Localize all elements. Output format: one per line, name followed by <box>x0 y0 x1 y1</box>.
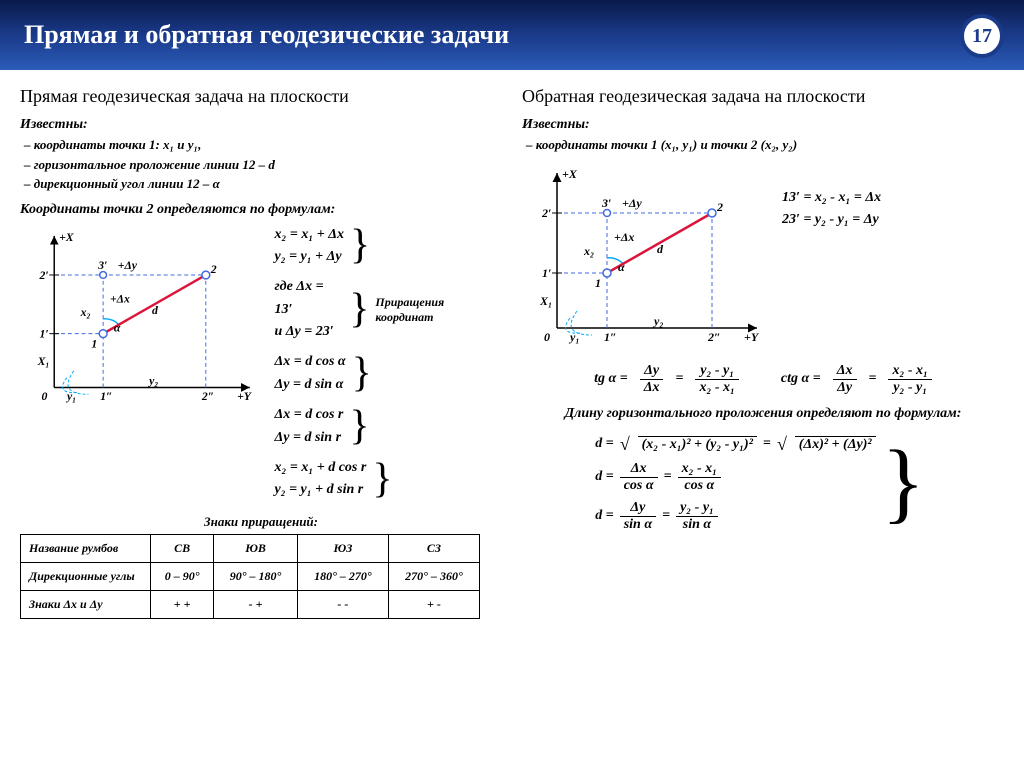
f2-note: Приращения координат <box>375 295 502 325</box>
svg-text:y₁: y₁ <box>568 330 580 344</box>
page-title: Прямая и обратная геодезические задачи <box>24 20 509 50</box>
inverse-diagram: +X +Y 0 2′ 1′ 1″ 2″ 1 2 3′ +Δy +Δx d α x… <box>522 163 772 353</box>
known-label: Известны: <box>20 117 502 133</box>
svg-text:2″: 2″ <box>201 390 214 403</box>
signs-table: Название румбов СВ ЮВ ЮЗ СЗ Дирекционные… <box>20 534 480 619</box>
svg-text:2′: 2′ <box>39 268 49 281</box>
svg-text:0: 0 <box>544 330 550 344</box>
th-c3: ЮЗ <box>297 534 388 562</box>
table-title: Знаки приращений: <box>20 514 502 530</box>
left-formulas: x₂ = x₁ + Δx y₂ = y₁ + Δy } где Δx = 13′… <box>274 224 502 510</box>
svg-text:1′: 1′ <box>40 327 49 340</box>
right-side-eq: 13′ = x₂ - x₁ = Δx 23′ = y₂ - y₁ = Δy <box>782 163 881 232</box>
svg-text:x₂: x₂ <box>80 306 91 319</box>
svg-text:X₁: X₁ <box>539 294 552 308</box>
f5a: x₂ = x₁ + d cos r <box>274 457 366 479</box>
header: Прямая и обратная геодезические задачи 1… <box>0 0 1024 70</box>
f4a: Δx = d cos r <box>274 404 343 426</box>
th-row2: Дирекционные углы <box>21 562 151 590</box>
svg-text:+Y: +Y <box>237 390 253 403</box>
f5b: y₂ = y₁ + d sin r <box>274 479 366 501</box>
svg-text:+Δx: +Δx <box>614 230 634 244</box>
svg-text:2: 2 <box>210 263 217 276</box>
svg-text:α: α <box>618 260 625 274</box>
r1c4: 270° – 360° <box>388 562 479 590</box>
svg-text:1: 1 <box>91 337 97 350</box>
svg-text:+Δy: +Δy <box>622 196 642 210</box>
svg-text:y₂: y₂ <box>652 314 664 328</box>
rf1b: 23′ = y₂ - y₁ = Δy <box>782 209 881 231</box>
direct-diagram: +X +Y 0 2′ 1′ 1″ 2″ 1 2 3′ +Δy +Δx d α x… <box>20 224 264 414</box>
svg-text:2′: 2′ <box>541 206 551 220</box>
r1c3: 180° – 270° <box>297 562 388 590</box>
svg-text:+Δy: +Δy <box>118 259 138 272</box>
r2c2: - + <box>214 590 298 618</box>
svg-text:y₁: y₁ <box>65 390 76 403</box>
d-sqrt: d = √(x₂ - x₁)² + (y₂ - y₁)² = √(Δx)² + … <box>595 434 875 455</box>
r2c4: + - <box>388 590 479 618</box>
svg-text:α: α <box>114 321 121 334</box>
svg-text:+X: +X <box>59 230 75 243</box>
tg: tg α = <box>594 371 628 387</box>
svg-text:3′: 3′ <box>97 259 107 272</box>
ctg: ctg α = <box>781 371 821 387</box>
page-number: 17 <box>960 14 1004 58</box>
r1c1: 0 – 90° <box>151 562 214 590</box>
r2c3: - - <box>297 590 388 618</box>
d-cos: d = Δxcos α = x₂ - x₁cos α <box>595 461 875 494</box>
r2c1: + + <box>151 590 214 618</box>
svg-text:x₂: x₂ <box>583 244 594 258</box>
formulas-title: Координаты точки 2 определяются по форму… <box>20 202 502 218</box>
svg-text:2: 2 <box>716 200 723 214</box>
svg-text:+Δx: +Δx <box>110 292 130 305</box>
left-column: Прямая геодезическая задача на плоскости… <box>20 86 502 619</box>
th-row3: Знаки Δx и Δy <box>21 590 151 618</box>
r-known-label: Известны: <box>522 117 1004 133</box>
svg-text:1″: 1″ <box>100 390 112 403</box>
svg-text:0: 0 <box>42 390 48 403</box>
svg-text:1: 1 <box>595 276 601 290</box>
rf1a: 13′ = x₂ - x₁ = Δx <box>782 187 881 209</box>
th-c1: СВ <box>151 534 214 562</box>
f4b: Δy = d sin r <box>274 427 343 449</box>
tg-ctg-eq: tg α = ΔyΔx = y₂ - y₁x₂ - x₁ ctg α = ΔxΔ… <box>522 363 1004 396</box>
f1a: x₂ = x₁ + Δx <box>274 224 344 246</box>
svg-text:1″: 1″ <box>604 330 617 344</box>
right-title: Обратная геодезическая задача на плоскос… <box>522 86 1004 107</box>
svg-text:y₂: y₂ <box>147 374 158 387</box>
d-sin: d = Δysin α = y₂ - y₁sin α <box>595 500 875 533</box>
content: Прямая геодезическая задача на плоскости… <box>0 70 1024 627</box>
known-2: – горизонтальное проложение линии 12 – d <box>24 155 502 175</box>
svg-text:3′: 3′ <box>601 196 611 210</box>
svg-text:+X: +X <box>562 167 578 181</box>
f1b: y₂ = y₁ + Δy <box>274 246 344 268</box>
svg-text:d: d <box>657 242 664 256</box>
th-row1: Название румбов <box>21 534 151 562</box>
th-c4: СЗ <box>388 534 479 562</box>
right-column: Обратная геодезическая задача на плоскос… <box>522 86 1004 619</box>
known-3: – дирекционный угол линии 12 – α <box>24 174 502 194</box>
svg-text:1′: 1′ <box>542 266 551 280</box>
th-c2: ЮВ <box>214 534 298 562</box>
r-known-1: – координаты точки 1 (x₁, y₁) и точки 2 … <box>526 135 1004 155</box>
svg-text:+Y: +Y <box>744 330 760 344</box>
svg-text:d: d <box>152 304 158 317</box>
r1c2: 90° – 180° <box>214 562 298 590</box>
left-title: Прямая геодезическая задача на плоскости <box>20 86 502 107</box>
svg-text:X₁: X₁ <box>37 354 50 367</box>
f2a: где Δx = 13′ <box>274 276 343 321</box>
f3a: Δx = d cos α <box>274 351 345 373</box>
known-1: – координаты точки 1: x₁ и y₁, <box>24 135 502 155</box>
f3b: Δy = d sin α <box>274 374 345 396</box>
f2b: и Δy = 23′ <box>274 321 343 343</box>
svg-text:2″: 2″ <box>707 330 721 344</box>
len-title: Длину горизонтального проложения определ… <box>522 406 1004 422</box>
big-brace: } <box>882 449 925 517</box>
